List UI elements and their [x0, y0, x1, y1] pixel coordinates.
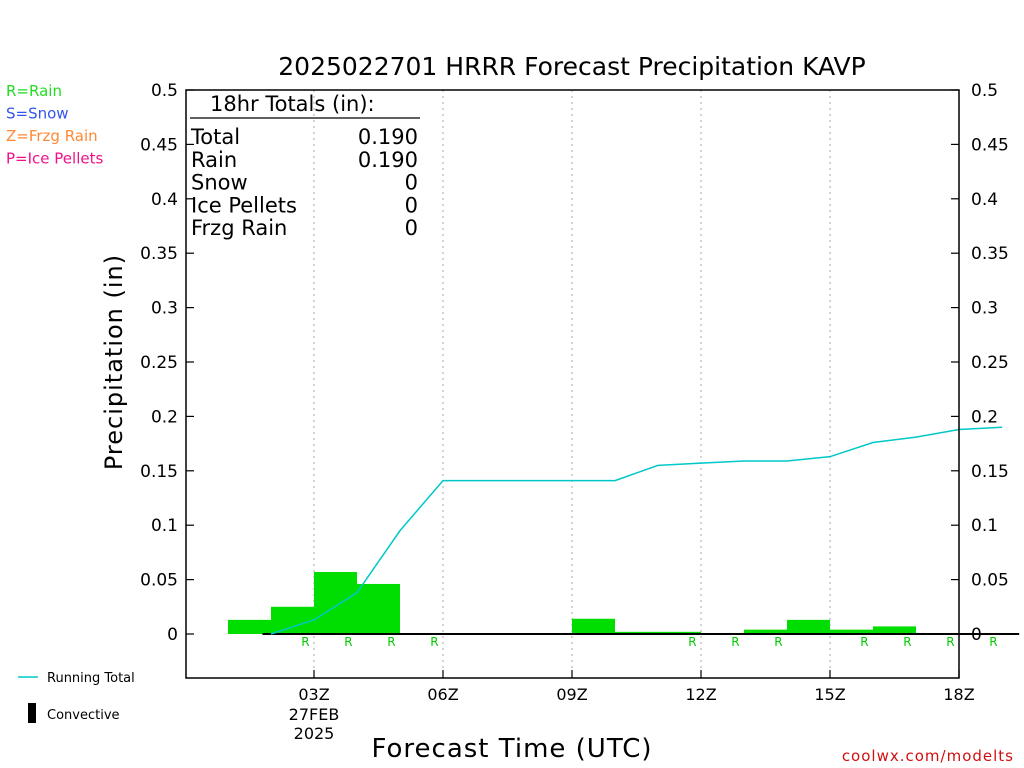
precip-type-label: R — [387, 635, 395, 649]
y-tick-label: 0 — [167, 625, 178, 645]
y-tick-label: 0.45 — [971, 135, 1009, 155]
convective-legend-label: Convective — [47, 708, 120, 723]
totals-row-value: 0.190 — [358, 148, 418, 172]
totals-row-label: Ice Pellets — [191, 193, 297, 217]
y-tick-label: 0.1 — [151, 516, 178, 536]
totals-row-value: 0 — [405, 193, 418, 217]
y-tick-label: 0.35 — [971, 244, 1009, 264]
y-tick-label: 0.15 — [971, 462, 1009, 482]
x-tick-label: 12Z — [685, 685, 716, 704]
precip-type-key: R=Rain S=Snow Z=Frzg Rain P=Ice Pellets — [6, 82, 103, 168]
y-tick-label: 0.15 — [140, 462, 178, 482]
precip-bar — [228, 619, 271, 634]
precip-type-labels: RRRRRRRRRRRR — [301, 635, 997, 649]
precip-type-label: R — [688, 635, 696, 649]
totals-box: 18hr Totals (in): Total 0.190 Rain 0.190 Sno… — [190, 92, 420, 240]
running-total-line — [270, 426, 1003, 635]
y-axis-right: 0 0.05 0.1 0.15 0.2 0.25 0.3 0.35 0.4 0.45 0.5 — [951, 81, 1009, 645]
y-tick-label: 0.25 — [971, 353, 1009, 373]
y-tick-label: 0.2 — [971, 407, 998, 427]
x-tick-date: 27FEB — [289, 705, 340, 724]
y-tick-label: 0.4 — [151, 190, 178, 210]
chart-title: 2025022701 HRRR Forecast Precipitation K… — [278, 52, 865, 81]
ptype-key-item: P=Ice Pellets — [6, 150, 103, 168]
precip-type-label: R — [946, 635, 954, 649]
totals-row-label: Snow — [191, 171, 248, 195]
totals-heading: 18hr Totals (in): — [210, 92, 375, 116]
y-tick-label: 0.3 — [971, 299, 998, 319]
credit-text: coolwx.com/modelts — [842, 747, 1014, 765]
y-tick-label: 0.35 — [140, 244, 178, 264]
precip-type-label: R — [903, 635, 911, 649]
totals-rows: Total 0.190 Rain 0.190 Snow 0 Ice Pellets 0 Frzg… — [190, 125, 418, 240]
y-tick-label: 0.45 — [140, 135, 178, 155]
convective-legend-swatch — [28, 703, 36, 723]
precip-bar — [357, 583, 400, 634]
totals-row-value: 0 — [405, 216, 418, 240]
ptype-key-item: R=Rain — [6, 82, 62, 100]
totals-row-label: Frzg Rain — [191, 216, 287, 240]
hourly-bars — [228, 571, 916, 634]
ptype-key-item: S=Snow — [6, 105, 69, 123]
totals-row-value: 0 — [405, 171, 418, 195]
x-tick-label: 15Z — [814, 685, 845, 704]
y-axis-label: Precipitation (in) — [100, 254, 128, 470]
totals-row-label: Total — [190, 125, 240, 149]
precip-type-label: R — [731, 635, 739, 649]
x-tick-label: 09Z — [556, 685, 587, 704]
precip-bar — [830, 629, 873, 634]
precip-type-label: R — [774, 635, 782, 649]
y-tick-label: 0.05 — [140, 571, 178, 591]
x-tick-label: 18Z — [943, 685, 974, 704]
y-tick-label: 0.5 — [971, 81, 998, 101]
y-tick-label: 0.1 — [971, 516, 998, 536]
totals-row-label: Rain — [191, 148, 237, 172]
precip-bar — [873, 626, 916, 634]
legend: Running Total Convective — [18, 671, 135, 723]
y-tick-label: 0.4 — [971, 190, 998, 210]
y-tick-label: 0.5 — [151, 81, 178, 101]
x-axis-label: Forecast Time (UTC) — [371, 734, 652, 764]
precip-bar — [787, 619, 830, 634]
totals-row-value: 0.190 — [358, 125, 418, 149]
y-tick-label: 0.05 — [971, 571, 1009, 591]
running-total-legend-label: Running Total — [47, 671, 135, 686]
precip-bar — [271, 606, 314, 634]
y-tick-label: 0 — [971, 625, 982, 645]
precip-type-label: R — [344, 635, 352, 649]
y-tick-label: 0.25 — [140, 353, 178, 373]
y-axis-left: 0 0.05 0.1 0.15 0.2 0.25 0.3 0.35 0.4 0.45 0.5 — [140, 81, 194, 645]
precip-type-label: R — [860, 635, 868, 649]
precip-type-label: R — [430, 635, 438, 649]
y-tick-label: 0.3 — [151, 299, 178, 319]
ptype-key-item: Z=Frzg Rain — [6, 127, 98, 145]
x-tick-label: 03Z — [298, 685, 329, 704]
precip-bar — [744, 629, 787, 634]
x-tick-year: 2025 — [294, 724, 335, 743]
precip-bar — [314, 571, 357, 634]
y-tick-label: 0.2 — [151, 407, 178, 427]
precip-bar — [572, 618, 615, 634]
precip-type-label: R — [301, 635, 309, 649]
precip-bar — [615, 631, 658, 634]
precip-bar — [658, 631, 701, 634]
precip-type-label: R — [989, 635, 997, 649]
x-tick-label: 06Z — [427, 685, 458, 704]
